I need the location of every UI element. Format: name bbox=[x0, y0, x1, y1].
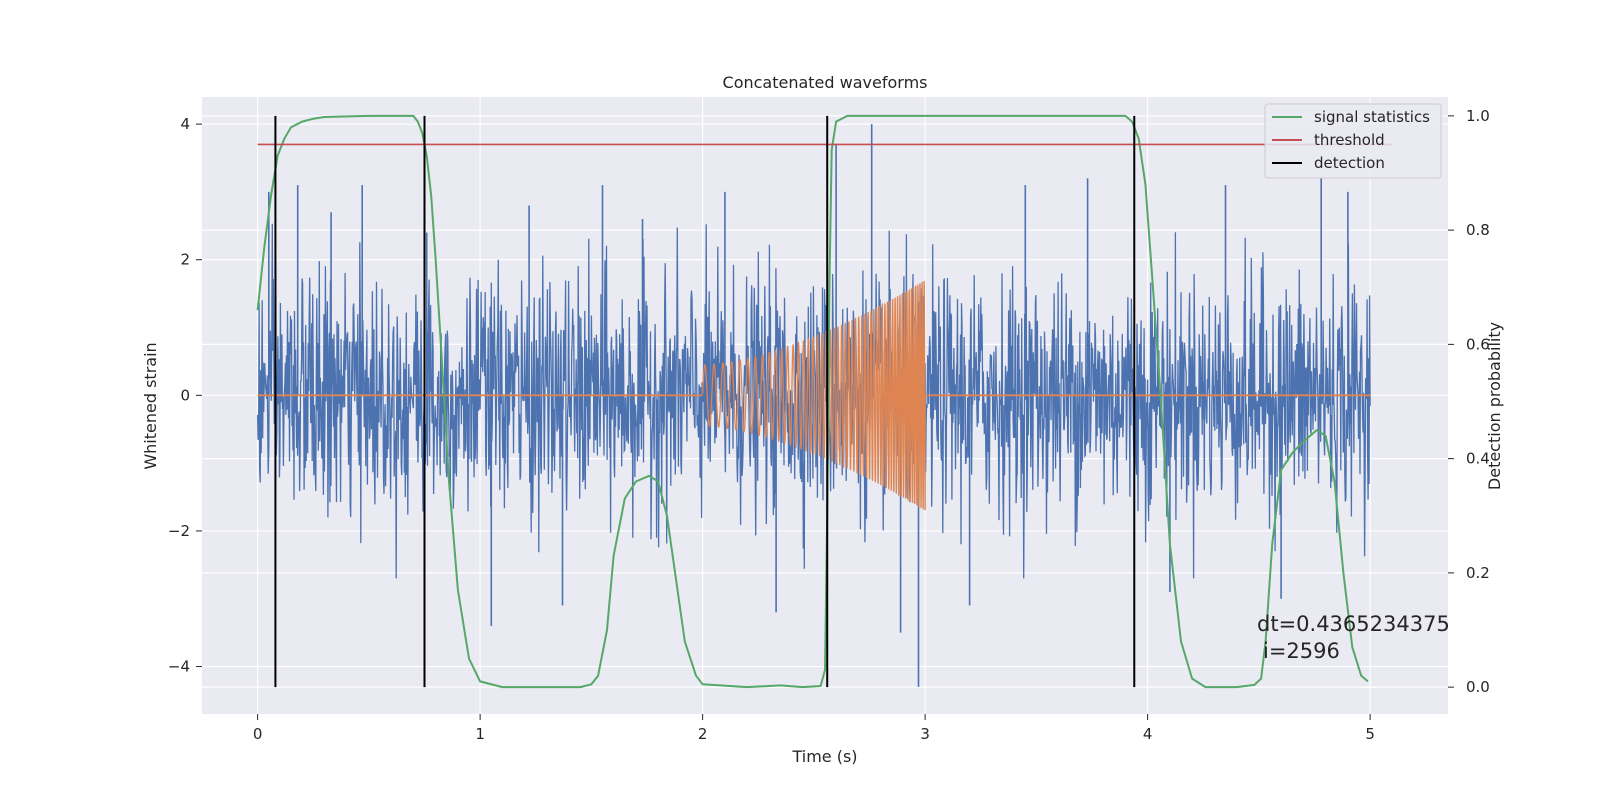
legend: signal statistics threshold detection bbox=[1264, 103, 1442, 179]
y-tick-label: 4 bbox=[180, 115, 190, 133]
y2-tick-label: 0.4 bbox=[1466, 450, 1490, 468]
y2-tick-label: 1.0 bbox=[1466, 107, 1490, 125]
detection-series bbox=[274, 115, 1136, 688]
y2-tick-label: 0.2 bbox=[1466, 564, 1490, 582]
x-axis-title: Time (s) bbox=[791, 747, 857, 766]
y-tick-label: −2 bbox=[168, 522, 190, 540]
y-tick-label: 0 bbox=[180, 386, 190, 404]
y2-axis-title: Detection probability bbox=[1485, 322, 1504, 490]
legend-box bbox=[1264, 103, 1442, 179]
legend-label-detection: detection bbox=[1314, 154, 1385, 172]
noise-spikes bbox=[268, 124, 1349, 687]
annotation-i: i=2596 bbox=[1263, 639, 1340, 663]
annotation-dt: dt=0.4365234375 bbox=[1257, 612, 1450, 636]
y-tick-label: 2 bbox=[180, 251, 190, 269]
legend-label-signal-statistics: signal statistics bbox=[1314, 108, 1430, 126]
y2-tick-label: 0.0 bbox=[1466, 678, 1490, 696]
x-tick-label: 1 bbox=[475, 725, 485, 743]
chart-title: Concatenated waveforms bbox=[723, 73, 928, 92]
y-tick-label: −4 bbox=[168, 658, 190, 676]
x-tick-label: 5 bbox=[1365, 725, 1375, 743]
legend-label-threshold: threshold bbox=[1314, 131, 1385, 149]
y-axis-title: Whitened strain bbox=[141, 342, 160, 469]
injection-series bbox=[257, 280, 1371, 511]
x-tick-label: 4 bbox=[1143, 725, 1153, 743]
x-tick-label: 2 bbox=[698, 725, 708, 743]
injection-chirp bbox=[701, 280, 926, 511]
x-tick-label: 0 bbox=[253, 725, 263, 743]
y2-tick-label: 0.8 bbox=[1466, 221, 1490, 239]
axes: 0 1 2 3 4 5 −4 −2 0 2 4 0.0 0.2 0.4 0.6 0.8 1.0 bbox=[168, 107, 1490, 743]
y2-tick-label: 0.6 bbox=[1466, 335, 1490, 353]
x-tick-label: 3 bbox=[920, 725, 930, 743]
